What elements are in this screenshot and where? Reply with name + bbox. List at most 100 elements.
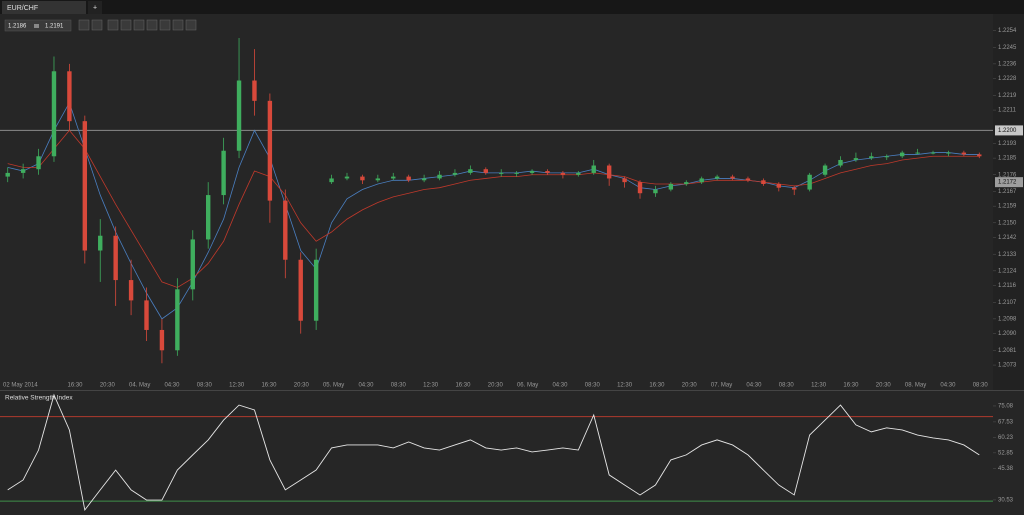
x-tick-label: 08:30: [973, 383, 989, 389]
x-tick-label: 12:30: [423, 383, 439, 389]
zoom-out-button[interactable]: [91, 19, 103, 31]
add-tab-label[interactable]: +: [93, 4, 97, 11]
candle-body: [159, 329, 165, 351]
tab-title[interactable]: EUR/CHF: [7, 5, 38, 12]
y-tick-label: 60.23: [998, 435, 1014, 441]
drawing-button[interactable]: [146, 19, 158, 31]
moving-average-line: [7, 129, 980, 288]
candle-body: [360, 176, 365, 181]
candle-body: [175, 289, 180, 351]
candle-body: [406, 176, 411, 181]
toolbar-icons: [78, 19, 197, 31]
y-tick-label: 1.2081: [998, 348, 1017, 354]
candle-body: [128, 280, 134, 301]
y-tick-label: 1.2219: [998, 93, 1017, 99]
candle-body: [375, 178, 381, 181]
y-tick-label: 1.2107: [998, 300, 1017, 306]
candle-body: [36, 156, 41, 170]
candle-body: [298, 259, 303, 321]
x-tick-label: 08:30: [391, 383, 407, 389]
ask-price: 1.2191: [45, 24, 64, 30]
bid-price: 1.2186: [8, 24, 27, 30]
y-tick-label: 30.53: [998, 498, 1014, 504]
settings-button[interactable]: [185, 19, 197, 31]
candle-body: [190, 239, 195, 290]
candle-body: [653, 189, 658, 194]
candle-body: [606, 165, 612, 179]
candle-body: [977, 154, 982, 157]
candle-body: [560, 172, 566, 175]
rsi-line: [7, 393, 980, 512]
candle-body: [853, 158, 859, 160]
moving-average-line: [7, 101, 980, 320]
candle-body: [899, 152, 905, 157]
candle-body: [483, 169, 488, 173]
tab-bar: [0, 0, 1024, 14]
zoom-in-button[interactable]: [78, 19, 90, 31]
add-tab-button[interactable]: [88, 1, 102, 14]
y-tick-label: 1.2124: [998, 268, 1017, 274]
y-tick-label: 1.2073: [998, 363, 1017, 369]
candle-body: [545, 171, 550, 173]
y-tick-label: 52.85: [998, 450, 1014, 456]
candle-body: [761, 180, 766, 184]
y-tick-label: 75.08: [998, 404, 1014, 410]
candle-body: [668, 183, 674, 190]
spread-icon: [34, 24, 39, 28]
candle-body: [822, 165, 828, 175]
candle-body: [391, 176, 396, 179]
x-tick-label: 20:30: [100, 383, 116, 389]
candle-body: [869, 156, 874, 159]
candle-body: [51, 71, 57, 157]
candle-body: [792, 187, 797, 190]
x-tick-label: 05. May: [323, 383, 344, 389]
y-tick-label: 1.2090: [998, 331, 1017, 337]
y-tick-label: 1.2142: [998, 235, 1017, 241]
candle-body: [930, 152, 936, 154]
candle-body: [915, 152, 920, 154]
x-tick-label: 16:30: [261, 383, 277, 389]
x-tick-label: 04. May: [129, 383, 150, 389]
x-tick-label: 20:30: [682, 383, 698, 389]
candle-body: [946, 152, 951, 154]
timeframe-button[interactable]: [107, 19, 119, 31]
candle-body: [622, 178, 627, 183]
x-tick-label: 16:30: [455, 383, 471, 389]
x-tick-label: 02 May 2014: [3, 383, 38, 389]
candle-body: [113, 235, 118, 281]
x-tick-label: 08:30: [585, 383, 601, 389]
indicators-button[interactable]: [133, 19, 145, 31]
x-tick-label: 08. May: [905, 383, 926, 389]
candle-body: [514, 172, 519, 174]
price-level-label: 1.2200: [998, 128, 1017, 134]
y-tick-label: 67.53: [998, 419, 1014, 425]
candle-body: [730, 176, 735, 179]
candle-body: [961, 152, 967, 155]
candle-body: [452, 172, 458, 175]
crosshair-button[interactable]: [159, 19, 171, 31]
price-level-tag: [995, 125, 1023, 136]
x-tick-label: 06. May: [517, 383, 538, 389]
x-tick-label: 04:30: [940, 383, 956, 389]
candle-body: [221, 150, 226, 196]
candle-body: [20, 169, 26, 173]
template-button[interactable]: [172, 19, 184, 31]
y-tick-label: 1.2150: [998, 220, 1017, 226]
candle-body: [499, 172, 504, 174]
candle-body: [267, 100, 273, 201]
chart-type-button[interactable]: [120, 19, 132, 31]
tab[interactable]: [2, 1, 86, 14]
y-tick-label: 1.2133: [998, 252, 1017, 258]
x-tick-label: 16:30: [649, 383, 665, 389]
x-tick-label: 12:30: [811, 383, 827, 389]
y-tick-label: 1.2211: [998, 108, 1017, 114]
candle-body: [699, 178, 704, 183]
rsi-title: Relative Strength Index: [5, 395, 73, 402]
x-tick-label: 16:30: [843, 383, 859, 389]
x-tick-label: 04:30: [164, 383, 180, 389]
x-tick-label: 08:30: [779, 383, 795, 389]
candle-body: [576, 172, 581, 175]
candle-body: [82, 121, 88, 251]
y-tick-label: 1.2176: [998, 172, 1017, 178]
